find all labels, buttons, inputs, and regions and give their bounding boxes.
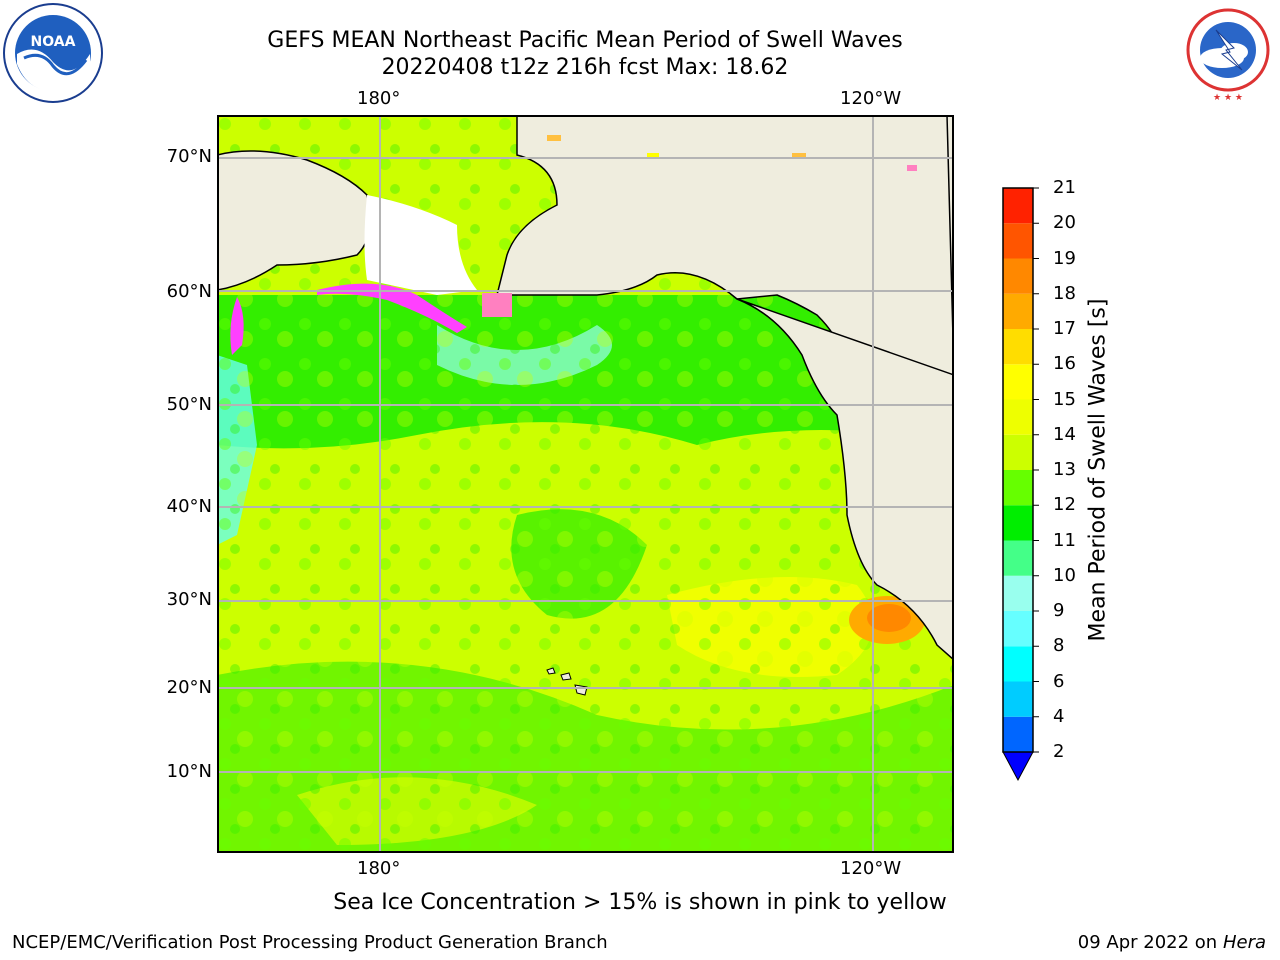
lat-label-20n: 20°N (166, 677, 212, 698)
machine-name: Hera (1222, 932, 1266, 953)
colorbar-band-14-15 (1003, 399, 1033, 435)
colorbar-tick-label: 13 (1053, 459, 1076, 480)
colorbar-band-16-17 (1003, 329, 1033, 365)
lon-label-bottom-180: 180° (357, 858, 401, 879)
colorbar-band-15-16 (1003, 364, 1033, 400)
lat-label-10n: 10°N (166, 761, 212, 782)
colorbar-band-8-9 (1003, 611, 1033, 647)
colorbar-tick-label: 21 (1053, 177, 1076, 198)
sea-ice-edge-pink (317, 283, 467, 333)
lat-label-30n: 30°N (166, 589, 212, 610)
colorbar-tick-label: 4 (1053, 705, 1065, 727)
lat-label-60n: 60°N (166, 281, 212, 302)
colorbar-tick-label: 12 (1053, 494, 1076, 516)
colorbar-tick-label: 18 (1053, 282, 1076, 304)
colorbar-band-18-19 (1003, 258, 1033, 294)
colorbar-tick-label: 8 (1053, 635, 1065, 657)
colorbar-band-11-12 (1003, 505, 1033, 541)
svg-text:★ ★ ★: ★ ★ ★ (1213, 93, 1243, 103)
colorbar-extend-min (1002, 751, 1034, 782)
colorbar-tick-label: 20 (1053, 212, 1076, 234)
swell-period-map (217, 115, 954, 853)
colorbar-tick-label: 9 (1053, 600, 1065, 621)
colorbar-label: Mean Period of Swell Waves [s] (1085, 298, 1111, 642)
lat-label-50n: 50°N (166, 394, 212, 415)
colorbar-band-12-13 (1003, 470, 1033, 506)
date-text: 09 Apr 2022 on (1077, 932, 1223, 953)
colorbar-tick-label: 19 (1053, 247, 1076, 269)
alaska-canada-land (496, 115, 954, 376)
colorbar-band-4-6 (1003, 681, 1033, 717)
date-footer: 09 Apr 2022 on Hera (1078, 932, 1266, 953)
colorbar-band-13-14 (1003, 434, 1033, 470)
colorbar-bands (1002, 187, 1039, 782)
noaa-logo-icon: NOAA (3, 3, 103, 103)
colorbar-band-20-21 (1003, 188, 1033, 224)
colorbar-tick-label: 10 (1053, 564, 1076, 586)
colorbar-band-9-10 (1003, 575, 1033, 611)
colorbar-tick-label: 15 (1053, 388, 1076, 410)
noaa-logo-text: NOAA (31, 34, 76, 50)
colorbar-tick-label: 17 (1053, 318, 1076, 339)
colorbar-tick-label: 16 (1053, 353, 1076, 375)
sea-ice-note: Sea Ice Concentration > 15% is shown in … (333, 890, 947, 915)
lat-label-70n: 70°N (166, 146, 212, 167)
sea-ice-bristol (482, 293, 512, 317)
lon-label-top-120w: 120°W (840, 88, 902, 109)
colorbar-band-2-4 (1003, 716, 1033, 752)
north-america-west-coast (736, 115, 954, 662)
colorbar-band-19-20 (1003, 223, 1033, 259)
colorbar-tick-label: 2 (1053, 741, 1065, 762)
sea-ice-west (230, 297, 244, 355)
colorbar-tick-label: 6 (1053, 670, 1065, 692)
colorbar-tick-label: 11 (1053, 529, 1076, 551)
colorbar-band-17-18 (1003, 293, 1033, 329)
lat-label-40n: 40°N (166, 496, 212, 517)
colorbar-band-10-11 (1003, 540, 1033, 576)
graticule (217, 115, 954, 853)
chart-title: GEFS MEAN Northeast Pacific Mean Period … (267, 28, 903, 53)
credit-line: NCEP/EMC/Verification Post Processing Pr… (12, 932, 608, 953)
chart-subtitle: 20220408 t12z 216h fcst Max: 18.62 (381, 55, 789, 80)
lon-label-bottom-120w: 120°W (840, 858, 902, 879)
bering-sea-no-data (364, 195, 477, 295)
colorbar (1002, 187, 1039, 782)
colorbar-band-6-8 (1003, 646, 1033, 682)
lon-label-top-180: 180° (357, 88, 401, 109)
nws-logo-icon: ★ ★ ★ (1186, 8, 1270, 103)
colorbar-tick-label: 14 (1053, 423, 1076, 445)
